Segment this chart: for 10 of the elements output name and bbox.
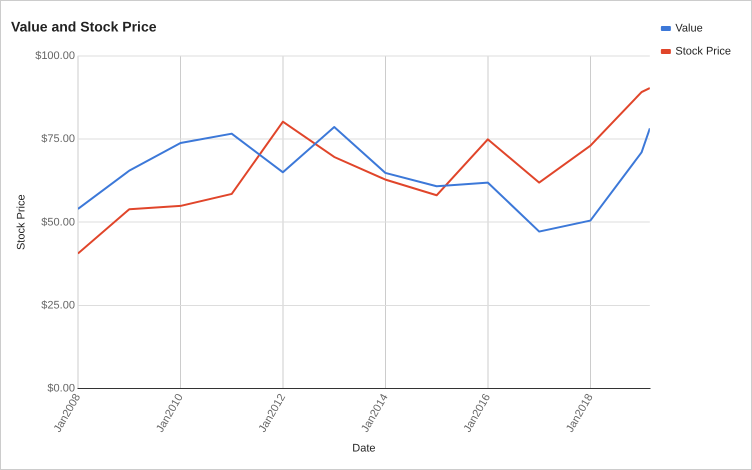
legend-label: Value [675,22,703,35]
y-tick-label: $100.00 [35,50,75,62]
y-tick-label: $25.00 [41,299,75,312]
y-tick-label: $50.00 [41,216,75,228]
y-axis-title: Stock Price [16,194,28,250]
legend-label: Stock Price [675,46,732,58]
x-axis-title: Date [352,442,376,454]
chart-title: Value and Stock Price [11,18,157,34]
y-tick-label: $0.00 [47,382,75,395]
y-tick-label: $75.00 [41,133,75,146]
